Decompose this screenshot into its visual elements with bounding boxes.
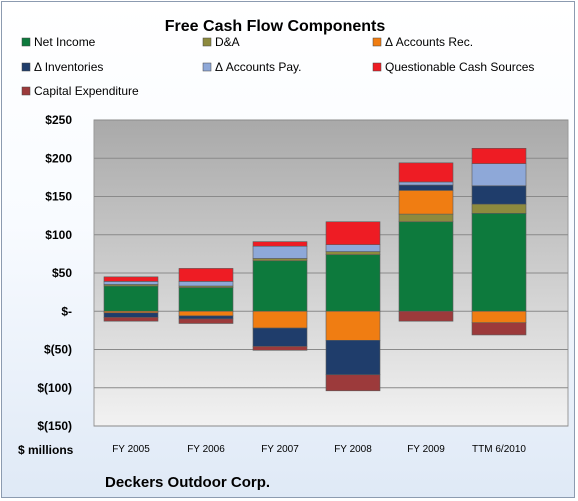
- bar-segment: [325, 221, 381, 245]
- bar-segment: [178, 268, 234, 282]
- bar-segment: [178, 287, 234, 312]
- x-tick-label: FY 2005: [112, 444, 150, 455]
- bar-segment: [103, 276, 159, 282]
- bar-segment: [325, 340, 381, 376]
- y-tick-label: $(50): [44, 343, 72, 357]
- y-tick-label: $(100): [37, 381, 72, 395]
- bar-segment: [178, 315, 234, 320]
- bar-segment: [103, 281, 159, 285]
- bar-segment: [252, 327, 308, 347]
- bar-segment: [325, 374, 381, 392]
- legend-swatch: [21, 86, 31, 96]
- y-tick-label: $150: [45, 190, 72, 204]
- legend-label: Δ Inventories: [34, 60, 103, 74]
- bar-segment: [103, 312, 159, 318]
- bar-segment: [471, 213, 527, 312]
- axis-labels: $(150) $(100) $(50) $- $50 $100 $150 $200 $250 FY…: [37, 113, 526, 455]
- legend-swatch: [372, 62, 382, 72]
- bar-segment: [471, 185, 527, 205]
- bar-segment: [178, 310, 234, 317]
- legend-label: D&A: [215, 35, 240, 49]
- legend-swatch: [202, 62, 212, 72]
- bar-segment: [325, 244, 381, 252]
- y-tick-label: $50: [52, 266, 72, 280]
- bar-segment: [398, 190, 454, 215]
- x-tick-label: FY 2009: [407, 444, 445, 455]
- bar-segment: [398, 310, 454, 322]
- x-tick-label: FY 2007: [261, 444, 299, 455]
- bar-segment: [252, 241, 308, 247]
- legend-swatch: [202, 37, 212, 47]
- bar-segment: [252, 310, 308, 329]
- bar-segment: [471, 203, 527, 214]
- legend-label: Δ Accounts Rec.: [385, 35, 473, 49]
- bars-layer: [103, 148, 527, 392]
- company-footer: Deckers Outdoor Corp.: [105, 474, 270, 491]
- bar-segment: [398, 221, 454, 312]
- x-tick-label: TTM 6/2010: [472, 444, 526, 455]
- bar-segment: [325, 254, 381, 312]
- y-tick-label: $100: [45, 228, 72, 242]
- bar-segment: [471, 163, 527, 187]
- bar-segment: [103, 317, 159, 322]
- legend-swatch: [21, 62, 31, 72]
- unit-label: $ millions: [18, 443, 74, 457]
- bar-segment: [252, 260, 308, 312]
- chart-title: Free Cash Flow Components: [165, 18, 386, 35]
- legend-swatch: [372, 37, 382, 47]
- bar-segment: [252, 258, 308, 262]
- legend-label: Capital Expenditure: [34, 84, 139, 98]
- bar-segment: [325, 310, 381, 341]
- y-tick-label: $200: [45, 151, 72, 165]
- y-tick-label: $(150): [37, 419, 72, 433]
- legend-swatch: [21, 37, 31, 47]
- bar-segment: [398, 162, 454, 183]
- bar-segment: [178, 318, 234, 324]
- x-tick-label: FY 2008: [334, 444, 372, 455]
- bar-segment: [471, 310, 527, 324]
- bar-segment: [398, 181, 454, 186]
- legend-label: Net Income: [34, 35, 96, 49]
- chart-legend: Net Income D&A Δ Accounts Rec. Δ Inventorie…: [21, 35, 534, 98]
- y-tick-label: $-: [61, 304, 72, 318]
- bar-segment: [471, 322, 527, 336]
- bar-segment: [252, 346, 308, 351]
- bar-segment: [325, 251, 381, 255]
- legend-label: Δ Accounts Pay.: [215, 60, 302, 74]
- x-tick-label: FY 2006: [187, 444, 225, 455]
- bar-segment: [103, 285, 159, 312]
- bar-segment: [398, 213, 454, 223]
- bar-segment: [398, 184, 454, 191]
- bar-segment: [178, 281, 234, 287]
- bar-segment: [471, 148, 527, 164]
- y-tick-label: $250: [45, 113, 72, 127]
- bar-segment: [252, 245, 308, 259]
- legend-label: Questionable Cash Sources: [385, 60, 534, 74]
